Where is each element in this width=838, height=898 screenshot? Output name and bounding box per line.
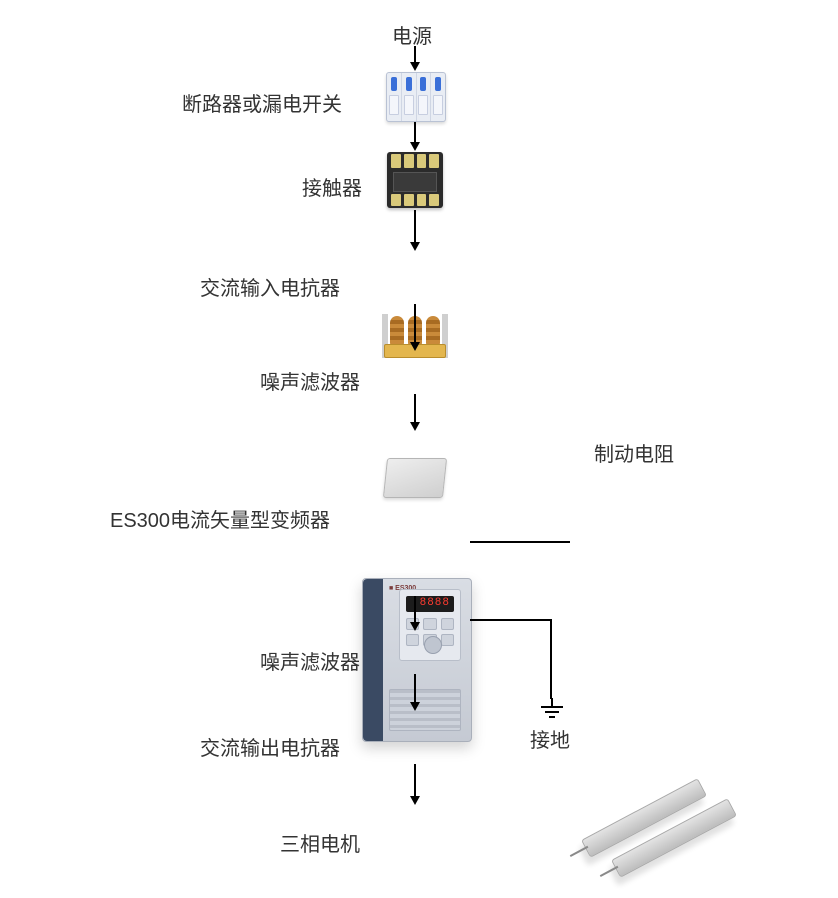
vfd-icon: ■ ES300	[362, 578, 472, 742]
arrow-icon	[410, 242, 420, 251]
edge-breaker-contactor	[414, 122, 416, 144]
label-circuit-breaker: 断路器或漏电开关	[182, 88, 342, 117]
label-ac-output-reactor: 交流输出电抗器	[200, 732, 340, 761]
arrow-icon	[410, 702, 420, 711]
circuit-breaker-icon	[386, 72, 446, 122]
edge-vfd-ground-h	[470, 619, 552, 621]
label-ac-input-reactor: 交流输入电抗器	[200, 272, 340, 301]
edge-vfd-ground-v	[550, 619, 552, 699]
edge-vfd-outfilter	[414, 596, 416, 624]
label-three-phase-motor: 三相电机	[280, 828, 360, 857]
arrow-icon	[410, 62, 420, 71]
label-ground: 接地	[530, 724, 570, 753]
edge-vfd-brakeresistor	[470, 541, 570, 543]
ground-icon	[537, 698, 567, 724]
label-input-noise-filter: 噪声滤波器	[260, 366, 360, 395]
edge-outreactor-motor	[414, 764, 416, 798]
label-power-source: 电源	[392, 20, 432, 49]
brake-resistor-icon	[568, 778, 728, 888]
wiring-diagram: 电源 断路器或漏电开关 接触器 交流输入电抗器 噪声滤波器 ES300电流矢量型…	[0, 0, 838, 898]
arrow-icon	[410, 142, 420, 151]
edge-contactor-inreactor	[414, 210, 416, 244]
label-brake-resistor: 制动电阻	[594, 438, 674, 467]
edge-infilter-vfd	[414, 394, 416, 424]
label-contactor: 接触器	[302, 172, 362, 201]
arrow-icon	[410, 342, 420, 351]
arrow-icon	[410, 622, 420, 631]
label-output-noise-filter: 噪声滤波器	[260, 646, 360, 675]
input-noise-filter-icon	[385, 458, 445, 498]
edge-inreactor-infilter	[414, 304, 416, 344]
arrow-icon	[410, 422, 420, 431]
label-vfd: ES300电流矢量型变频器	[110, 504, 330, 533]
arrow-icon	[410, 796, 420, 805]
contactor-icon	[387, 152, 443, 208]
edge-outfilter-outreactor	[414, 674, 416, 704]
